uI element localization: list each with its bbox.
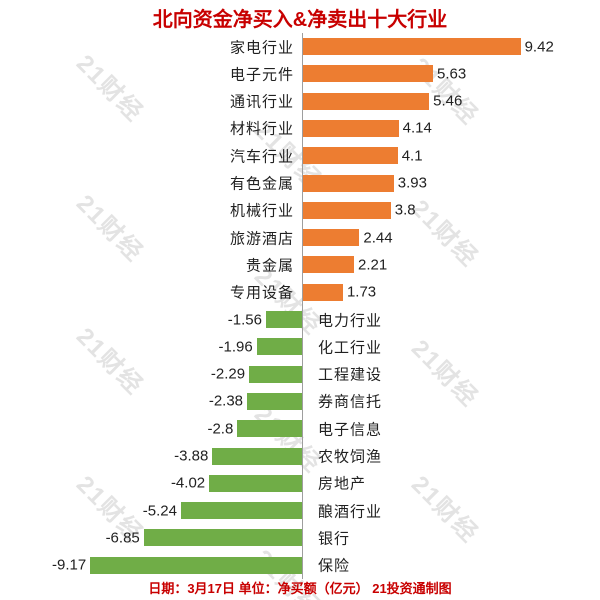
category-label: 券商信托 — [318, 393, 383, 411]
chart-row: 旅游酒店 2.44 — [0, 224, 600, 251]
category-label: 保险 — [318, 557, 351, 575]
category-label: 农牧饲渔 — [318, 448, 383, 466]
value-label: 4.1 — [401, 147, 423, 165]
category-label: 贵金属 — [245, 257, 294, 275]
chart-row: 化工行业 -1.96 — [0, 333, 600, 360]
value-label: -4.02 — [170, 474, 206, 492]
chart-footer: 日期：3月17日 单位：净买额（亿元） 21投资通制图 — [148, 581, 452, 596]
chart-row: 保险 -9.17 — [0, 552, 600, 579]
chart-row: 材料行业 4.14 — [0, 115, 600, 142]
value-label: 4.14 — [402, 119, 432, 137]
bar-positive — [303, 256, 355, 274]
chart-row: 酿酒行业 -5.24 — [0, 497, 600, 524]
chart-row: 银行 -6.85 — [0, 524, 600, 551]
chart-row: 农牧饲渔 -3.88 — [0, 443, 600, 470]
bar-negative — [209, 474, 302, 492]
chart-row: 券商信托 -2.38 — [0, 388, 600, 415]
chart-row: 通讯行业 5.46 — [0, 88, 600, 115]
category-label: 通讯行业 — [229, 93, 294, 111]
value-label: -9.17 — [51, 556, 87, 574]
value-label: 3.93 — [397, 174, 427, 192]
bar-negative — [143, 529, 302, 547]
bar-negative — [212, 447, 302, 465]
category-label: 银行 — [318, 530, 351, 548]
category-label: 电力行业 — [318, 312, 383, 329]
bar-positive — [303, 119, 399, 137]
value-label: -2.8 — [207, 420, 234, 438]
axis-line — [302, 33, 303, 579]
value-label: -6.85 — [105, 529, 140, 547]
category-label: 家电行业 — [229, 39, 294, 56]
bar-negative — [247, 392, 302, 410]
value-label: -1.56 — [227, 311, 262, 328]
category-label: 化工行业 — [318, 339, 383, 357]
value-label: 5.63 — [437, 65, 467, 83]
bar-negative — [265, 311, 302, 328]
bar-positive — [303, 147, 398, 165]
category-label: 工程建设 — [318, 366, 383, 384]
bar-negative — [237, 420, 302, 438]
category-label: 有色金属 — [229, 175, 294, 193]
bar-positive — [303, 174, 394, 192]
value-label: -5.24 — [142, 502, 177, 520]
bar-negative — [180, 502, 302, 520]
category-label: 专用设备 — [229, 284, 294, 302]
value-label: -2.29 — [210, 365, 246, 383]
chart-row: 专用设备 1.73 — [0, 279, 600, 306]
chart-row: 电子元件 5.63 — [0, 60, 600, 87]
chart-row: 房地产 -4.02 — [0, 470, 600, 497]
category-label: 汽车行业 — [229, 148, 294, 166]
bar-positive — [303, 201, 391, 219]
chart-row: 贵金属 2.21 — [0, 251, 600, 278]
value-label: -1.96 — [218, 338, 253, 356]
value-label: 2.44 — [363, 229, 393, 247]
value-label: 5.46 — [433, 92, 463, 110]
bar-positive — [303, 92, 430, 110]
category-label: 电子元件 — [229, 66, 294, 84]
value-label: 3.8 — [394, 201, 416, 219]
value-label: 9.42 — [524, 38, 554, 55]
category-label: 房地产 — [318, 475, 367, 493]
bar-positive — [303, 283, 343, 301]
value-label: 1.73 — [346, 283, 377, 301]
category-label: 材料行业 — [229, 120, 294, 138]
category-label: 旅游酒店 — [229, 230, 294, 248]
chart-row: 工程建设 -2.29 — [0, 361, 600, 388]
bar-positive — [303, 65, 434, 83]
bar-positive — [303, 38, 521, 55]
chart-title: 北向资金净买入&净卖出十大行业 — [152, 9, 448, 31]
bar-negative — [90, 556, 302, 574]
chart-row: 机械行业 3.8 — [0, 197, 600, 224]
category-label: 电子信息 — [318, 421, 383, 439]
chart-row: 有色金属 3.93 — [0, 170, 600, 197]
bar-positive — [303, 229, 360, 247]
chart-row: 电力行业 -1.56 — [0, 306, 600, 333]
chart-row: 电子信息 -2.8 — [0, 415, 600, 442]
value-label: -3.88 — [174, 447, 209, 465]
chart-row: 汽车行业 4.1 — [0, 142, 600, 169]
category-label: 酿酒行业 — [318, 503, 383, 521]
chart-row: 家电行业 9.42 — [0, 33, 600, 60]
bar-negative — [256, 338, 302, 356]
value-label: 2.21 — [358, 256, 388, 274]
value-label: -2.38 — [208, 392, 244, 410]
bar-negative — [249, 365, 302, 383]
category-label: 机械行业 — [229, 202, 294, 220]
